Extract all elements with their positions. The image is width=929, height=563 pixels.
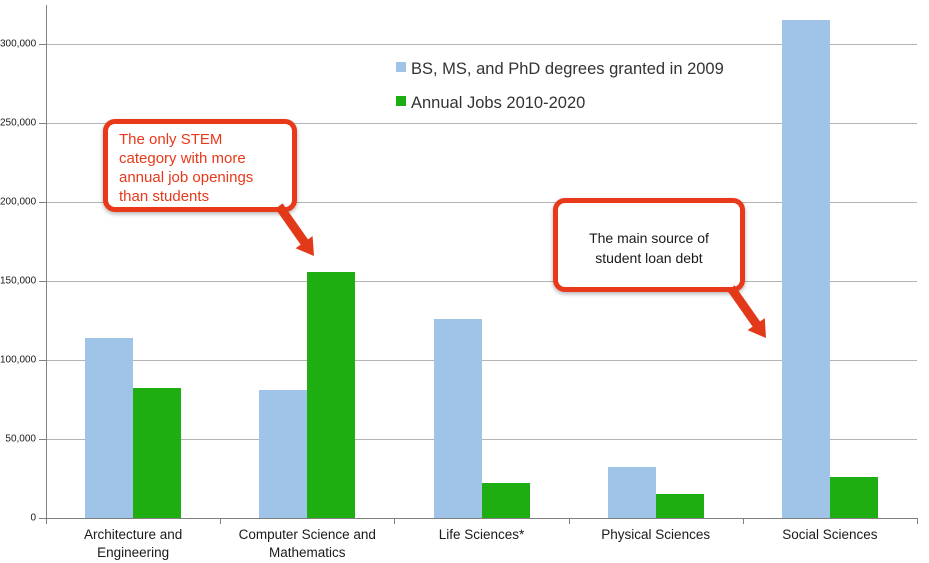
bar-jobs-2 <box>307 271 356 518</box>
y-tick-300,000 <box>39 44 46 45</box>
legend-swatch-degrees-icon <box>396 62 406 72</box>
x-category-label-4: Physical Sciences <box>601 527 711 542</box>
x-tick-5 <box>917 518 918 524</box>
bar-jobs-4 <box>655 494 704 518</box>
loan-callout-text: The main source of student loan debt <box>589 230 709 266</box>
bar-jobs-1 <box>133 388 182 518</box>
y-tick-150,000 <box>39 281 46 282</box>
legend-item-jobs: Annual Jobs 2010-2020 <box>396 94 724 113</box>
y-tick-200,000 <box>39 202 46 203</box>
gridline-150,000 <box>46 281 917 282</box>
bar-degrees-3 <box>433 318 482 518</box>
y-axis-label-50,000: 50,000 <box>5 433 36 445</box>
gridline-200,000 <box>46 202 917 203</box>
x-axis-line <box>46 518 918 519</box>
y-axis-label-100,000: 100,000 <box>0 354 37 366</box>
stem-callout: The only STEM category with more annual … <box>103 119 297 212</box>
bar-degrees-4 <box>607 467 656 518</box>
gridline-100,000 <box>46 360 917 361</box>
y-axis-label-150,000: 150,000 <box>0 275 37 287</box>
arrow-icon-loan <box>727 285 766 338</box>
bar-jobs-5 <box>829 476 878 518</box>
legend-item-degrees: BS, MS, and PhD degrees granted in 2009 <box>396 60 724 79</box>
bar-degrees-2 <box>259 390 308 518</box>
legend-swatch-jobs-icon <box>396 96 406 106</box>
y-axis-label-200,000: 200,000 <box>0 196 37 208</box>
x-tick-3 <box>568 518 570 524</box>
x-tick-1 <box>220 518 222 524</box>
gridline-50,000 <box>46 439 917 440</box>
y-axis-line <box>46 5 47 518</box>
x-tick-4 <box>742 518 744 524</box>
y-tick-50,000 <box>39 439 46 440</box>
gridline-300,000 <box>46 44 917 45</box>
bar-degrees-5 <box>781 20 830 518</box>
legend-label-jobs: Annual Jobs 2010-2020 <box>411 94 586 112</box>
x-category-label-2: Computer Science and Mathematics <box>238 527 376 560</box>
y-axis-label-0: 0 <box>30 512 36 524</box>
x-tick-2 <box>394 518 396 524</box>
x-category-label-5: Social Sciences <box>782 527 878 542</box>
arrow-icon-stem <box>275 203 314 256</box>
legend-label-degrees: BS, MS, and PhD degrees granted in 2009 <box>411 60 724 78</box>
stem-callout-text: The only STEM category with more annual … <box>119 131 254 205</box>
y-axis-label-250,000: 250,000 <box>0 117 37 129</box>
x-category-label-3: Life Sciences* <box>438 527 525 542</box>
x-category-label-1: Architecture and Engineering <box>83 527 183 560</box>
loan-callout: The main source of student loan debt <box>553 198 745 292</box>
bar-jobs-3 <box>481 483 530 518</box>
y-tick-100,000 <box>39 360 46 361</box>
y-axis-label-300,000: 300,000 <box>0 38 37 50</box>
legend: BS, MS, and PhD degrees granted in 2009 … <box>396 60 724 113</box>
y-tick-0 <box>39 518 46 519</box>
gridline-250,000 <box>46 123 917 124</box>
x-tick-0 <box>46 518 47 524</box>
bar-degrees-1 <box>85 337 134 518</box>
y-tick-250,000 <box>39 123 46 124</box>
